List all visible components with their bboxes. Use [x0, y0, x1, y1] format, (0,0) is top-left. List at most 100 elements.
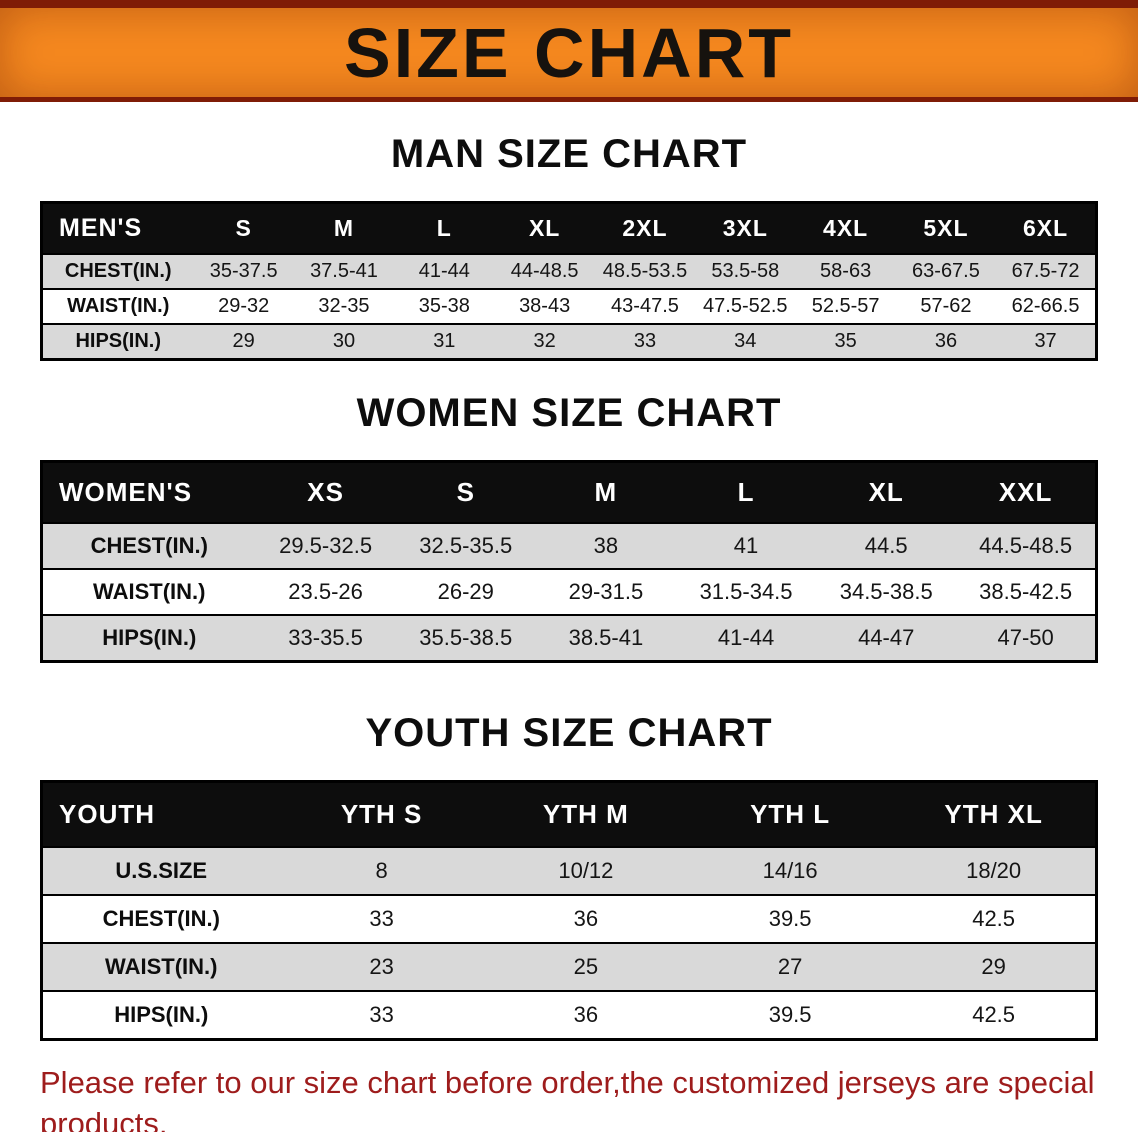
section-women: WOMEN SIZE CHART WOMEN'S XS S M L XL XXL CHEST(… — [0, 391, 1138, 663]
column-header: S — [395, 461, 536, 523]
size-value-cell: 62-66.5 — [996, 288, 1097, 324]
size-value-cell: 39.5 — [688, 990, 893, 1040]
size-value-cell: 18/20 — [892, 846, 1097, 895]
size-value-cell: 25 — [483, 942, 688, 991]
column-header: 3XL — [695, 202, 796, 254]
table-row: U.S.SIZE 8 10/12 14/16 18/20 — [41, 846, 1097, 895]
content: MAN SIZE CHART MEN'S S M L XL 2XL 3XL 4XL 5XL 6XL… — [0, 132, 1138, 1132]
table-row: CHEST(IN.) 29.5-32.5 32.5-35.5 38 41 44.5 44.5… — [41, 522, 1097, 569]
table-title-cell: MEN'S — [41, 202, 194, 254]
column-header: 2XL — [594, 202, 696, 254]
youth-size-table: YOUTH YTH S YTH M YTH L YTH XL U.S.SIZE 8 10/12… — [40, 780, 1098, 1041]
row-label: HIPS(IN.) — [41, 323, 194, 360]
column-header: 4XL — [795, 202, 896, 254]
column-header: YTH S — [279, 781, 484, 847]
size-value-cell: 29-32 — [193, 288, 294, 324]
size-value-cell: 32.5-35.5 — [395, 522, 536, 569]
row-label: HIPS(IN.) — [41, 990, 280, 1040]
table-row: CHEST(IN.) 35-37.5 37.5-41 41-44 44-48.5 48.5… — [41, 253, 1097, 289]
size-value-cell: 41-44 — [394, 253, 495, 289]
size-value-cell: 31.5-34.5 — [675, 568, 817, 615]
size-value-cell: 47.5-52.5 — [695, 288, 796, 324]
column-header: XL — [816, 461, 957, 523]
footer-notice: Please refer to our size chart before or… — [40, 1063, 1100, 1132]
size-value-cell: 8 — [279, 846, 484, 895]
row-label: WAIST(IN.) — [41, 288, 194, 324]
size-value-cell: 33 — [594, 323, 696, 360]
table-row: CHEST(IN.) 33 36 39.5 42.5 — [41, 894, 1097, 943]
column-header: XS — [255, 461, 396, 523]
size-value-cell: 27 — [688, 942, 893, 991]
table-row: WAIST(IN.) 23 25 27 29 — [41, 942, 1097, 991]
size-value-cell: 38.5-41 — [535, 614, 676, 662]
row-label: HIPS(IN.) — [41, 614, 256, 662]
size-value-cell: 23 — [279, 942, 484, 991]
size-value-cell: 14/16 — [688, 846, 893, 895]
section-youth: YOUTH SIZE CHART YOUTH YTH S YTH M YTH L YTH… — [0, 711, 1138, 1041]
column-header: S — [193, 202, 294, 254]
table-header-row: WOMEN'S XS S M L XL XXL — [41, 461, 1097, 523]
size-value-cell: 32-35 — [293, 288, 395, 324]
size-value-cell: 10/12 — [483, 846, 688, 895]
footer-notice-line1: Please refer to our size chart before or… — [40, 1065, 1095, 1132]
size-value-cell: 57-62 — [895, 288, 997, 324]
column-header: YTH M — [483, 781, 688, 847]
size-value-cell: 29 — [193, 323, 294, 360]
column-header: L — [394, 202, 495, 254]
size-value-cell: 38-43 — [494, 288, 595, 324]
column-header: YTH L — [688, 781, 893, 847]
size-value-cell: 43-47.5 — [594, 288, 696, 324]
size-value-cell: 41 — [675, 522, 817, 569]
size-value-cell: 63-67.5 — [895, 253, 997, 289]
size-value-cell: 52.5-57 — [795, 288, 896, 324]
row-label: U.S.SIZE — [41, 846, 280, 895]
size-value-cell: 30 — [293, 323, 395, 360]
banner-title: SIZE CHART — [344, 13, 794, 92]
size-value-cell: 35 — [795, 323, 896, 360]
column-header: XL — [494, 202, 595, 254]
women-size-table: WOMEN'S XS S M L XL XXL CHEST(IN.) 29.5-32.5 32.5… — [40, 460, 1098, 663]
banner: SIZE CHART — [0, 0, 1138, 102]
size-value-cell: 58-63 — [795, 253, 896, 289]
column-header: YTH XL — [892, 781, 1097, 847]
size-value-cell: 44.5 — [816, 522, 957, 569]
size-value-cell: 33 — [279, 990, 484, 1040]
size-value-cell: 47-50 — [956, 614, 1097, 662]
men-size-table: MEN'S S M L XL 2XL 3XL 4XL 5XL 6XL CHEST(IN.) 35-37… — [40, 201, 1098, 361]
column-header: XXL — [956, 461, 1097, 523]
size-value-cell: 35-37.5 — [193, 253, 294, 289]
size-value-cell: 32 — [494, 323, 595, 360]
row-label: WAIST(IN.) — [41, 568, 256, 615]
table-row: HIPS(IN.) 29 30 31 32 33 34 35 36 37 — [41, 323, 1097, 360]
column-header: 5XL — [895, 202, 997, 254]
column-header: L — [675, 461, 817, 523]
table-row: HIPS(IN.) 33-35.5 35.5-38.5 38.5-41 41-44 44-… — [41, 614, 1097, 662]
size-value-cell: 36 — [483, 990, 688, 1040]
size-value-cell: 39.5 — [688, 894, 893, 943]
column-header: M — [293, 202, 395, 254]
size-value-cell: 35.5-38.5 — [395, 614, 536, 662]
size-value-cell: 38.5-42.5 — [956, 568, 1097, 615]
size-value-cell: 34.5-38.5 — [816, 568, 957, 615]
size-value-cell: 67.5-72 — [996, 253, 1097, 289]
size-value-cell: 33 — [279, 894, 484, 943]
table-row: WAIST(IN.) 29-32 32-35 35-38 38-43 43-47.5 47.… — [41, 288, 1097, 324]
table-title-cell: YOUTH — [41, 781, 280, 847]
table-header-row: YOUTH YTH S YTH M YTH L YTH XL — [41, 781, 1097, 847]
row-label: CHEST(IN.) — [41, 894, 280, 943]
size-value-cell: 48.5-53.5 — [594, 253, 696, 289]
size-value-cell: 53.5-58 — [695, 253, 796, 289]
size-value-cell: 29 — [892, 942, 1097, 991]
size-value-cell: 44-48.5 — [494, 253, 595, 289]
youth-section-heading: YOUTH SIZE CHART — [365, 711, 773, 755]
column-header: M — [535, 461, 676, 523]
table-title-cell: WOMEN'S — [41, 461, 256, 523]
size-value-cell: 36 — [483, 894, 688, 943]
column-header: 6XL — [996, 202, 1097, 254]
size-value-cell: 44.5-48.5 — [956, 522, 1097, 569]
size-value-cell: 38 — [535, 522, 676, 569]
size-value-cell: 42.5 — [892, 990, 1097, 1040]
size-value-cell: 42.5 — [892, 894, 1097, 943]
table-row: WAIST(IN.) 23.5-26 26-29 29-31.5 31.5-34.5 34… — [41, 568, 1097, 615]
size-value-cell: 31 — [394, 323, 495, 360]
